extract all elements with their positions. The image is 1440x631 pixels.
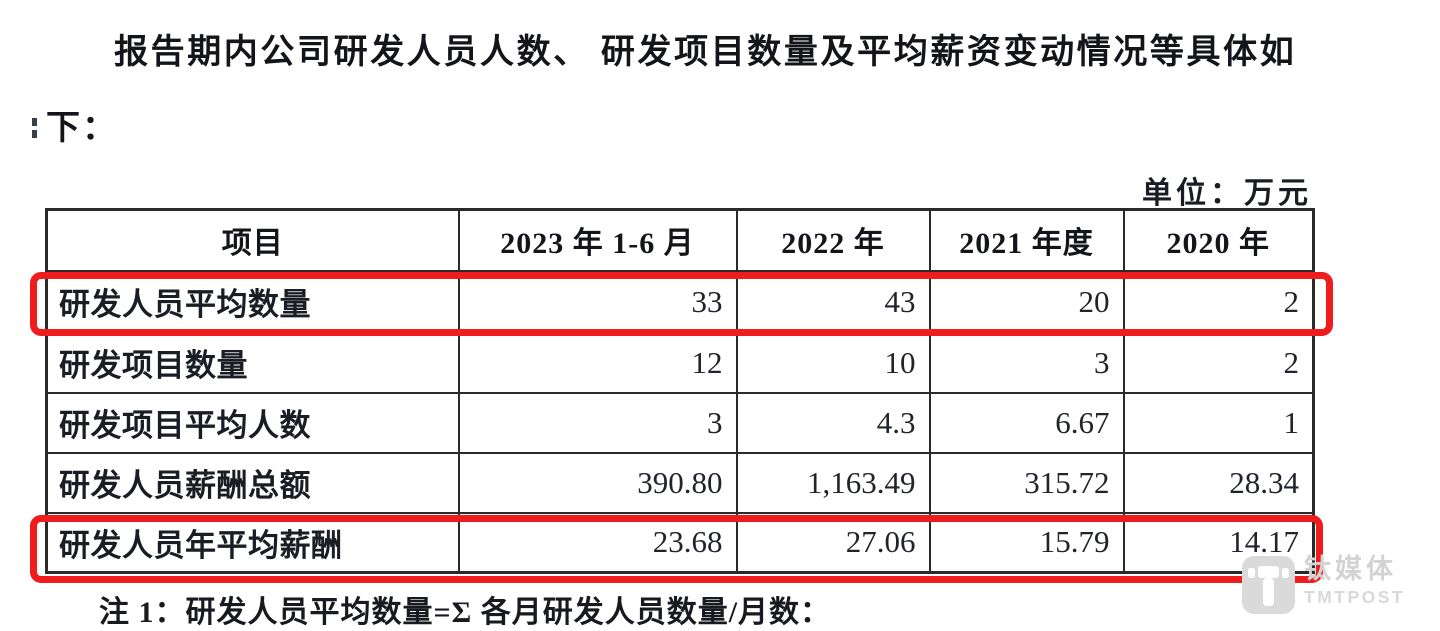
tmtpost-watermark: 钛媒体 TMTPOST [1242, 556, 1405, 619]
row-label: 研发人员薪酬总额 [45, 451, 460, 514]
cell-value: 2 [1122, 269, 1315, 334]
table-header-row: 项目 2023 年 1-6 月 2022 年 2021 年度 2020 年 [45, 208, 1315, 272]
row-label: 研发人员年平均薪酬 [45, 511, 460, 574]
row-label: 研发项目平均人数 [45, 391, 460, 454]
unit-label: 单位：万元 [1142, 177, 1312, 210]
table-row-avg-people-per-project: 研发项目平均人数 3 4.3 6.67 1 [45, 391, 1315, 454]
header-cell-2022: 2022 年 [735, 208, 931, 272]
row-label: 研发人员平均数量 [45, 269, 460, 334]
cell-value: 1,163.49 [735, 451, 931, 514]
cell-value: 43 [735, 269, 931, 334]
intro-paragraph-line-2: 下： [46, 110, 118, 147]
tmtpost-logo-icon [1242, 556, 1295, 619]
table-row-total-rd-compensation: 研发人员薪酬总额 390.80 1,163.49 315.72 28.34 [45, 451, 1315, 514]
watermark-cn-label: 钛媒体 [1304, 554, 1397, 584]
row-label: 研发项目数量 [45, 331, 460, 394]
cell-value: 20 [928, 269, 1125, 334]
cell-value: 10 [735, 331, 931, 394]
cell-value: 4.3 [735, 391, 931, 454]
header-cell-2021: 2021 年度 [928, 208, 1125, 272]
cell-value: 3 [457, 391, 738, 454]
footnote: 注 1：研发人员平均数量=Σ 各月研发人员数量/月数： [99, 596, 832, 629]
watermark-en-label: TMTPOST [1304, 587, 1406, 607]
cell-value: 15.79 [928, 511, 1125, 574]
cell-value: 390.80 [457, 451, 738, 514]
header-cell-2020: 2020 年 [1122, 208, 1315, 272]
cell-value: 1 [1122, 391, 1315, 454]
cell-value: 23.68 [457, 511, 738, 574]
header-cell-2023h1: 2023 年 1-6 月 [457, 208, 738, 272]
cell-value: 28.34 [1122, 451, 1315, 514]
table-row-avg-rd-headcount: 研发人员平均数量 33 43 20 2 [45, 269, 1315, 334]
cell-value: 3 [928, 331, 1125, 394]
intro-paragraph-line-1: 报告期内公司研发人员人数、 研发项目数量及平均薪资变动情况等具体如 [114, 34, 1297, 71]
watermark-text: 钛媒体 TMTPOST [1304, 556, 1405, 607]
cell-value: 2 [1122, 331, 1315, 394]
cell-value: 12 [457, 331, 738, 394]
table-row-avg-annual-rd-salary: 研发人员年平均薪酬 23.68 27.06 15.79 14.17 [45, 511, 1315, 574]
cell-value: 27.06 [735, 511, 931, 574]
cell-value: 315.72 [928, 451, 1125, 514]
cell-value: 33 [457, 269, 738, 334]
scan-artifact [32, 118, 37, 139]
header-cell-item: 项目 [45, 208, 460, 272]
table-row-rd-project-count: 研发项目数量 12 10 3 2 [45, 331, 1315, 394]
cell-value: 6.67 [928, 391, 1125, 454]
rd-personnel-table: 项目 2023 年 1-6 月 2022 年 2021 年度 2020 年 研发… [45, 208, 1315, 574]
